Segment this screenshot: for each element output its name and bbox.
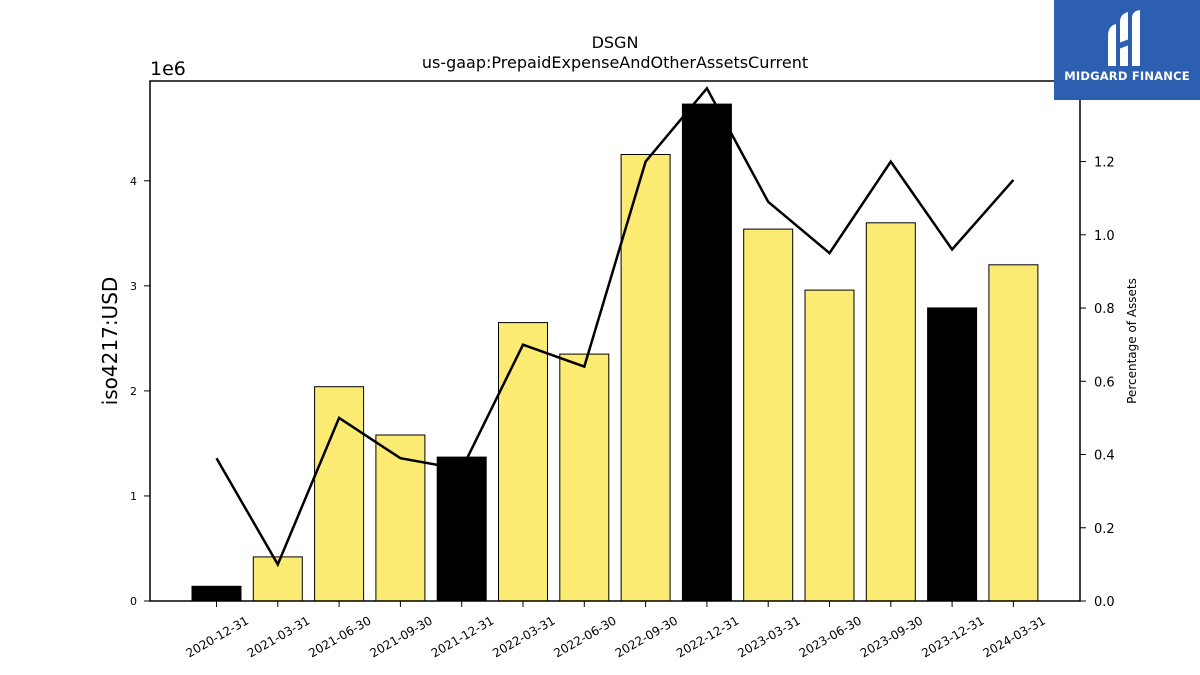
bar-2023-03-31 <box>743 228 794 602</box>
x-tick-label: 2023-03-31 <box>735 613 802 660</box>
x-tick-label: 2021-09-30 <box>367 613 434 660</box>
y2-tick-label: 0.0 <box>1094 595 1115 610</box>
y2-tick-label: 0.2 <box>1094 522 1115 537</box>
y2-tick-label: 0.6 <box>1094 375 1115 390</box>
x-tick-label: 2022-06-30 <box>551 613 618 660</box>
x-tick-label: 2022-12-31 <box>674 613 741 660</box>
y2-tick-label: 0.8 <box>1094 302 1115 317</box>
x-tick-label: 2023-12-31 <box>919 613 986 660</box>
bar-2022-12-31 <box>681 103 732 602</box>
midgard-finance-logo: MIDGARD FINANCE <box>1054 0 1200 100</box>
x-tick-label: 2023-09-30 <box>858 613 925 660</box>
logo-text: MIDGARD FINANCE <box>1064 69 1190 83</box>
chart-subtitle: us-gaap:PrepaidExpenseAndOtherAssetsCurr… <box>422 53 808 72</box>
bars-group <box>191 103 1039 602</box>
chart-title: DSGN <box>592 33 639 52</box>
midgard-logo-icon <box>1108 10 1140 66</box>
x-tick-label: 2024-03-31 <box>980 613 1047 660</box>
y2-tick-label: 0.4 <box>1094 449 1115 464</box>
bar-2023-06-30 <box>804 289 855 602</box>
y-axis-multiplier: 1e6 <box>150 58 186 80</box>
x-tick-label: 2020-12-31 <box>184 613 251 660</box>
y2-tick-label: 1.0 <box>1094 229 1115 244</box>
x-tick-label: 2021-06-30 <box>306 613 373 660</box>
percentage-line <box>215 86 1015 568</box>
bar-2021-06-30 <box>314 386 365 602</box>
y-tick-label: 1 <box>130 490 137 503</box>
bar-2021-12-31 <box>436 456 487 602</box>
y-tick-label: 2 <box>130 385 137 398</box>
bar-2020-12-31 <box>191 585 242 602</box>
bar-2023-12-31 <box>927 307 978 602</box>
y-tick-label: 3 <box>130 280 137 293</box>
bar-2024-03-31 <box>988 264 1039 602</box>
bar-2023-09-30 <box>865 222 916 602</box>
y2-tick-label: 1.2 <box>1094 156 1115 171</box>
bar-2021-09-30 <box>375 434 426 602</box>
y-tick-label: 4 <box>130 175 137 188</box>
x-tick-label: 2022-03-31 <box>490 613 557 660</box>
x-tick-label: 2022-09-30 <box>613 613 680 660</box>
bar-2022-03-31 <box>498 322 548 602</box>
plot-frame <box>149 80 1081 602</box>
bar-2022-06-30 <box>559 353 610 602</box>
x-tick-label: 2023-06-30 <box>797 613 864 660</box>
y-axis-label: iso4217:USD <box>98 277 122 406</box>
y-tick-label: 0 <box>130 595 137 608</box>
x-tick-label: 2021-12-31 <box>429 613 496 660</box>
bar-2022-09-30 <box>620 154 671 602</box>
percentage-line-group <box>215 86 1015 568</box>
y2-axis-label: Percentage of Assets <box>1125 278 1139 404</box>
x-tick-label: 2021-03-31 <box>245 613 312 660</box>
